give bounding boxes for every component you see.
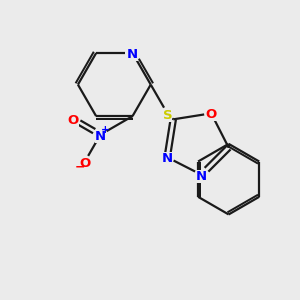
Text: N: N [127, 48, 138, 61]
Text: N: N [196, 170, 207, 183]
Text: O: O [68, 114, 79, 127]
Text: O: O [79, 157, 90, 170]
Text: O: O [206, 108, 217, 121]
Text: +: + [101, 125, 110, 135]
Text: −: − [74, 160, 85, 173]
Text: N: N [162, 152, 173, 165]
Text: N: N [95, 130, 106, 143]
Text: S: S [163, 109, 172, 122]
